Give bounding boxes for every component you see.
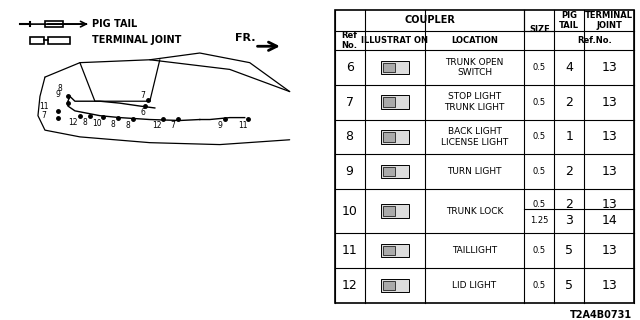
Text: 11: 11 — [238, 121, 248, 130]
Bar — [383, 246, 394, 255]
Text: Ref
No.: Ref No. — [342, 31, 358, 50]
Bar — [30, 36, 44, 44]
Bar — [381, 244, 408, 257]
Text: 9: 9 — [56, 90, 60, 99]
Text: 0.5: 0.5 — [533, 132, 546, 141]
Text: 0.5: 0.5 — [533, 98, 546, 107]
Text: T2A4B0731: T2A4B0731 — [570, 310, 632, 320]
Text: 2: 2 — [565, 198, 573, 211]
Bar — [381, 95, 408, 109]
Text: 7: 7 — [170, 121, 175, 130]
Text: TRUNK LOCK: TRUNK LOCK — [445, 207, 503, 216]
Text: 10: 10 — [92, 119, 102, 128]
Bar — [381, 61, 408, 74]
Text: BACK LIGHT
LICENSE LIGHT: BACK LIGHT LICENSE LIGHT — [441, 127, 508, 147]
Bar — [383, 206, 394, 216]
Text: COUPLER: COUPLER — [404, 15, 455, 25]
Text: 5: 5 — [565, 244, 573, 257]
Text: 13: 13 — [602, 165, 617, 178]
Text: 7: 7 — [346, 96, 353, 109]
Bar — [383, 63, 394, 72]
Text: LOCATION: LOCATION — [451, 36, 498, 45]
Bar — [335, 10, 634, 303]
Text: 2: 2 — [565, 96, 573, 109]
Text: 8: 8 — [111, 120, 115, 129]
Text: PIG
TAIL: PIG TAIL — [559, 11, 579, 30]
Bar — [383, 97, 394, 107]
Text: 1: 1 — [565, 130, 573, 143]
Text: Ref.No.: Ref.No. — [577, 36, 612, 45]
Text: TURN LIGHT: TURN LIGHT — [447, 167, 502, 176]
Text: 13: 13 — [602, 130, 617, 143]
Text: LID LIGHT: LID LIGHT — [452, 281, 497, 290]
Text: 14: 14 — [602, 214, 617, 227]
Bar — [381, 279, 408, 292]
Text: 0.5: 0.5 — [533, 167, 546, 176]
Text: 8: 8 — [346, 130, 353, 143]
Bar — [381, 130, 408, 144]
Text: 1.25: 1.25 — [530, 216, 548, 225]
Bar — [383, 281, 394, 290]
Text: 4: 4 — [565, 61, 573, 74]
Bar — [381, 204, 408, 218]
Text: 13: 13 — [602, 198, 617, 211]
Text: 12: 12 — [342, 279, 358, 292]
Text: 7: 7 — [140, 91, 145, 100]
Text: 11: 11 — [342, 244, 358, 257]
Text: 0.5: 0.5 — [533, 281, 546, 290]
Text: 9: 9 — [218, 121, 222, 130]
Text: 0.5: 0.5 — [533, 200, 546, 209]
Text: 13: 13 — [602, 61, 617, 74]
Text: 8: 8 — [125, 121, 130, 130]
Text: TRUNK OPEN
SWITCH: TRUNK OPEN SWITCH — [445, 58, 504, 77]
Text: FR.: FR. — [235, 33, 255, 44]
Text: 5: 5 — [565, 279, 573, 292]
Bar — [48, 36, 70, 44]
Text: STOP LIGHT
TRUNK LIGHT: STOP LIGHT TRUNK LIGHT — [444, 92, 504, 112]
Text: 13: 13 — [602, 96, 617, 109]
Text: 9: 9 — [346, 165, 353, 178]
Text: 13: 13 — [602, 279, 617, 292]
Text: 0.5: 0.5 — [533, 63, 546, 72]
Text: 10: 10 — [342, 204, 358, 218]
Text: 3: 3 — [565, 214, 573, 227]
Text: 11: 11 — [39, 101, 49, 110]
Text: 6: 6 — [346, 61, 353, 74]
Bar — [381, 165, 408, 178]
Text: 12: 12 — [152, 121, 161, 130]
Text: 12: 12 — [68, 118, 77, 127]
Bar — [383, 132, 394, 142]
Text: 13: 13 — [602, 244, 617, 257]
Text: PIG TAIL: PIG TAIL — [92, 19, 137, 29]
Text: 7: 7 — [42, 111, 46, 120]
Text: TAILLIGHT: TAILLIGHT — [452, 246, 497, 255]
Text: 8: 8 — [83, 118, 87, 127]
Text: 0.5: 0.5 — [533, 246, 546, 255]
Text: SIZE: SIZE — [529, 25, 550, 34]
Bar — [383, 167, 394, 176]
Text: 8: 8 — [58, 84, 62, 93]
Bar — [45, 21, 63, 27]
Text: TERMINAL JOINT: TERMINAL JOINT — [92, 36, 181, 45]
Text: 6: 6 — [140, 108, 145, 117]
Text: ILLUSTRAT ON: ILLUSTRAT ON — [361, 36, 428, 45]
Text: TERMINAL
JOINT: TERMINAL JOINT — [586, 11, 634, 30]
Text: 2: 2 — [565, 165, 573, 178]
